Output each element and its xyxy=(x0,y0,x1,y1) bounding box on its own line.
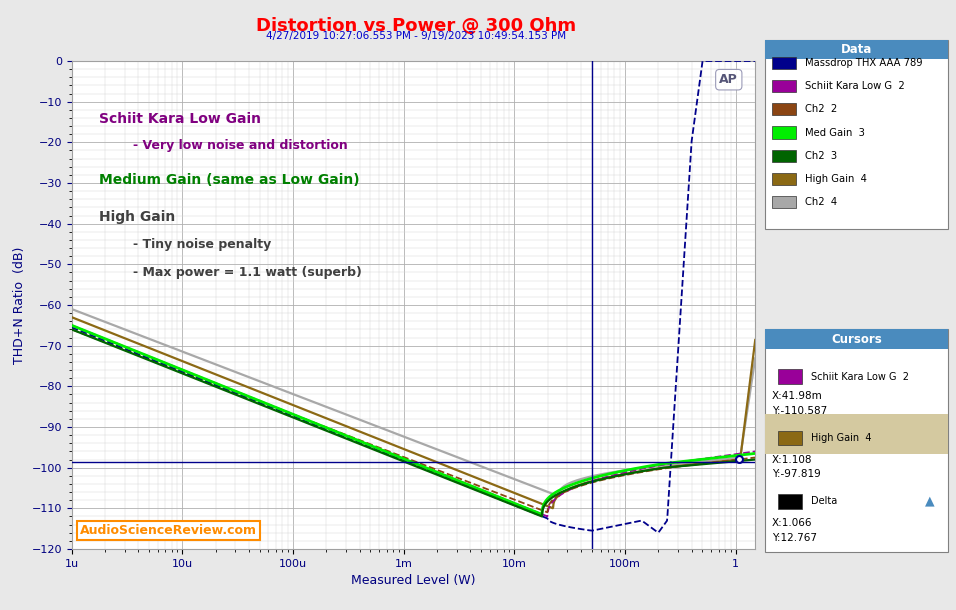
Bar xyxy=(772,126,796,138)
Text: Massdrop THX AAA 789: Massdrop THX AAA 789 xyxy=(805,58,923,68)
Text: Schiit Kara Low G  2: Schiit Kara Low G 2 xyxy=(811,371,909,382)
Text: X:41.98m: X:41.98m xyxy=(772,391,823,401)
Text: Y:-97.819: Y:-97.819 xyxy=(772,469,821,479)
Bar xyxy=(772,80,796,92)
Bar xyxy=(765,414,948,454)
Text: High Gain  4: High Gain 4 xyxy=(811,433,871,443)
Text: AudioScienceReview.com: AudioScienceReview.com xyxy=(80,524,257,537)
Text: AP: AP xyxy=(720,73,738,86)
Bar xyxy=(765,40,948,59)
Text: 4/27/2019 10:27:06.553 PM - 9/19/2023 10:49:54.153 PM: 4/27/2019 10:27:06.553 PM - 9/19/2023 10… xyxy=(266,30,566,40)
Text: Medium Gain (same as Low Gain): Medium Gain (same as Low Gain) xyxy=(99,173,359,187)
Bar xyxy=(777,494,801,509)
Text: ▲: ▲ xyxy=(925,495,935,508)
Text: High Gain  4: High Gain 4 xyxy=(805,174,867,184)
Text: Cursors: Cursors xyxy=(831,333,882,346)
Bar xyxy=(772,149,796,162)
Text: Data: Data xyxy=(841,43,872,56)
Text: - Tiny noise penalty: - Tiny noise penalty xyxy=(133,238,272,251)
Bar xyxy=(772,196,796,209)
Bar xyxy=(765,329,948,350)
Text: Schiit Kara Low Gain: Schiit Kara Low Gain xyxy=(99,112,261,126)
Text: - Very low noise and distortion: - Very low noise and distortion xyxy=(133,139,348,152)
Text: Ch2  2: Ch2 2 xyxy=(805,104,837,114)
Text: Schiit Kara Low G  2: Schiit Kara Low G 2 xyxy=(805,81,905,91)
Text: Distortion vs Power @ 300 Ohm: Distortion vs Power @ 300 Ohm xyxy=(256,17,576,35)
Bar xyxy=(777,370,801,384)
Text: X:1.066: X:1.066 xyxy=(772,518,813,528)
Bar xyxy=(777,431,801,445)
Text: X:1.108: X:1.108 xyxy=(772,454,813,465)
Bar xyxy=(772,57,796,69)
Text: Ch2  3: Ch2 3 xyxy=(805,151,837,161)
Text: Delta: Delta xyxy=(811,497,836,506)
Text: - Max power = 1.1 watt (superb): - Max power = 1.1 watt (superb) xyxy=(133,266,362,279)
Y-axis label: THD+N Ratio  (dB): THD+N Ratio (dB) xyxy=(13,246,26,364)
Text: High Gain: High Gain xyxy=(99,210,175,224)
Text: Y:-110.587: Y:-110.587 xyxy=(772,406,827,415)
Bar xyxy=(772,173,796,185)
Text: Y:12.767: Y:12.767 xyxy=(772,533,817,542)
Text: Med Gain  3: Med Gain 3 xyxy=(805,127,865,138)
Text: Ch2  4: Ch2 4 xyxy=(805,197,837,207)
X-axis label: Measured Level (W): Measured Level (W) xyxy=(351,574,476,587)
Bar xyxy=(772,103,796,115)
